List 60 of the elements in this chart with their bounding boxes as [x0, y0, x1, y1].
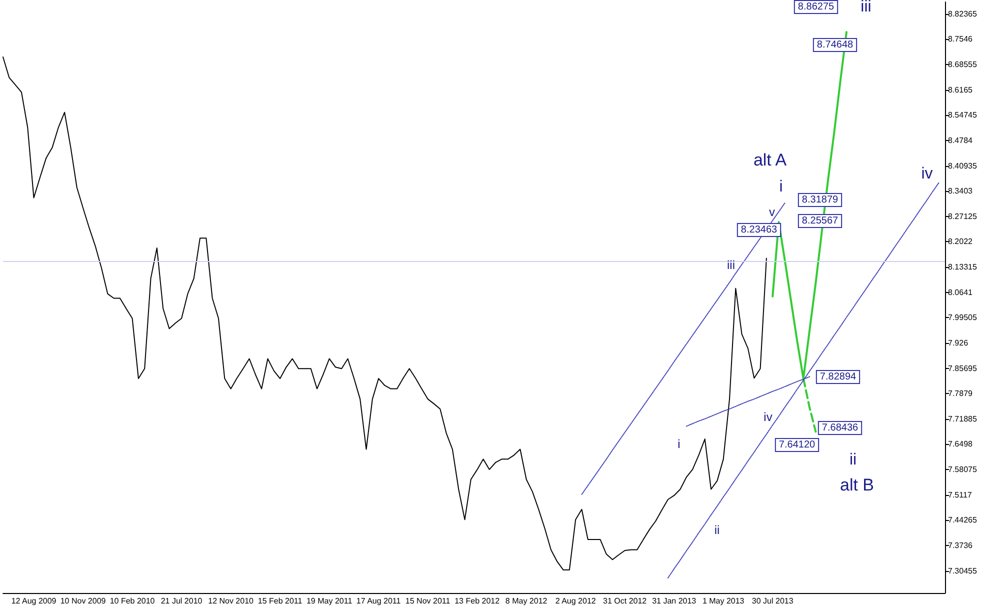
y-tick-label: 8.82365	[948, 9, 978, 18]
annotation: 8.74648	[816, 40, 854, 50]
y-tick-label: 7.99505	[948, 313, 978, 322]
annotation: i	[678, 437, 680, 451]
annotation: 7.68436	[822, 422, 859, 434]
annotation: ii	[849, 452, 857, 468]
y-tick-label: 8.68555	[948, 60, 978, 69]
x-tick-label: 10 Nov 2009	[60, 596, 106, 606]
x-tick-label: 31 Jan 2013	[652, 596, 697, 606]
x-tick-label: 15 Feb 2011	[258, 596, 303, 606]
x-tick-label: 30 Jul 2013	[752, 596, 794, 606]
x-tick-label: 21 Jul 2010	[160, 596, 203, 606]
annotation: 8.31879	[802, 194, 839, 206]
annotation: 8.86275	[798, 2, 835, 12]
x-tick-label: 31 Oct 2012	[603, 596, 648, 606]
y-tick-label: 8.0641	[948, 288, 974, 297]
y-tick-label: 8.6165	[948, 85, 974, 94]
annotation: iii	[727, 258, 735, 272]
y-tick-label: 8.3403	[948, 186, 974, 196]
annotation: i	[779, 178, 783, 196]
y-tick-label: 7.926	[948, 338, 969, 348]
line-series	[686, 376, 810, 427]
annotation: iv	[921, 166, 933, 182]
y-tick-label: 8.7546	[948, 34, 974, 44]
y-tick-label: 7.3736	[948, 540, 974, 550]
x-tick-label: 12 Nov 2010	[208, 596, 254, 606]
y-tick-label: 8.4784	[948, 136, 974, 145]
y-tick-label: 7.5117	[948, 490, 972, 500]
x-tick-label: 1 May 2013	[702, 596, 745, 606]
y-tick-label: 7.71885	[948, 414, 978, 424]
y-tick-label: 7.7879	[948, 389, 974, 398]
annotation: iv	[764, 410, 772, 424]
y-tick-label: 8.13315	[948, 262, 978, 272]
y-tick-label: 7.30455	[948, 566, 978, 576]
y-tick-label: 7.44265	[948, 516, 978, 525]
x-tick-label: 19 May 2011	[306, 596, 353, 606]
x-tick-label: 15 Nov 2011	[405, 596, 451, 606]
y-tick-label: 8.40935	[948, 161, 978, 170]
y-tick-label: 8.54745	[948, 110, 978, 120]
annotation: 8.23463	[740, 224, 778, 236]
annotation: 7.64120	[778, 440, 816, 450]
annotation: alt B	[840, 476, 874, 494]
y-tick-label: 8.2022	[948, 237, 974, 246]
y-tick-label: 7.85695	[948, 364, 978, 373]
x-tick-label: 2 Aug 2012	[555, 596, 596, 606]
x-tick-label: 10 Feb 2010	[110, 596, 156, 606]
y-tick-label: 7.58075	[948, 465, 978, 474]
annotation: alt A	[753, 150, 788, 170]
annotation: 7.82894	[820, 372, 857, 382]
x-tick-label: 13 Feb 2012	[454, 596, 500, 606]
x-tick-label: 12 Aug 2009	[11, 596, 57, 606]
annotation: iii	[860, 0, 872, 16]
line-series	[667, 182, 940, 578]
x-tick-label: 17 Aug 2011	[356, 596, 402, 606]
annotation: v	[769, 205, 775, 219]
annotation: 8.25567	[802, 216, 839, 226]
x-tick-label: 8 May 2012	[505, 596, 548, 606]
y-tick-label: 7.6498	[948, 440, 974, 449]
y-tick-label: 8.27125	[948, 212, 978, 221]
annotation: ii	[714, 523, 720, 537]
